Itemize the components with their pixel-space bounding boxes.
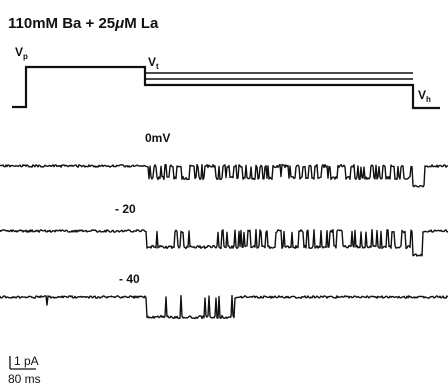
vh-label: Vh [418,88,431,104]
trace-label-minus-40: - 40 [119,272,140,286]
current-trace-minus-20 [0,228,448,257]
voltage-protocol-diagram [12,65,440,110]
scale-bar-current-label: 1 pA [14,354,39,368]
current-trace-minus-40 [0,294,448,320]
trace-label-0mv: 0mV [145,131,170,145]
protocol-step-line [12,65,440,110]
scale-bar-time-label: 80 ms [8,372,41,386]
figure-title: 110mM Ba + 25μM La [8,15,159,32]
vp-label: Vp [15,45,28,61]
trace-label-minus-20: - 20 [115,202,136,216]
scale-bar: 1 pA 80 ms [8,354,41,386]
current-trace-0mv [0,163,448,188]
vt-label: Vt [148,55,159,71]
